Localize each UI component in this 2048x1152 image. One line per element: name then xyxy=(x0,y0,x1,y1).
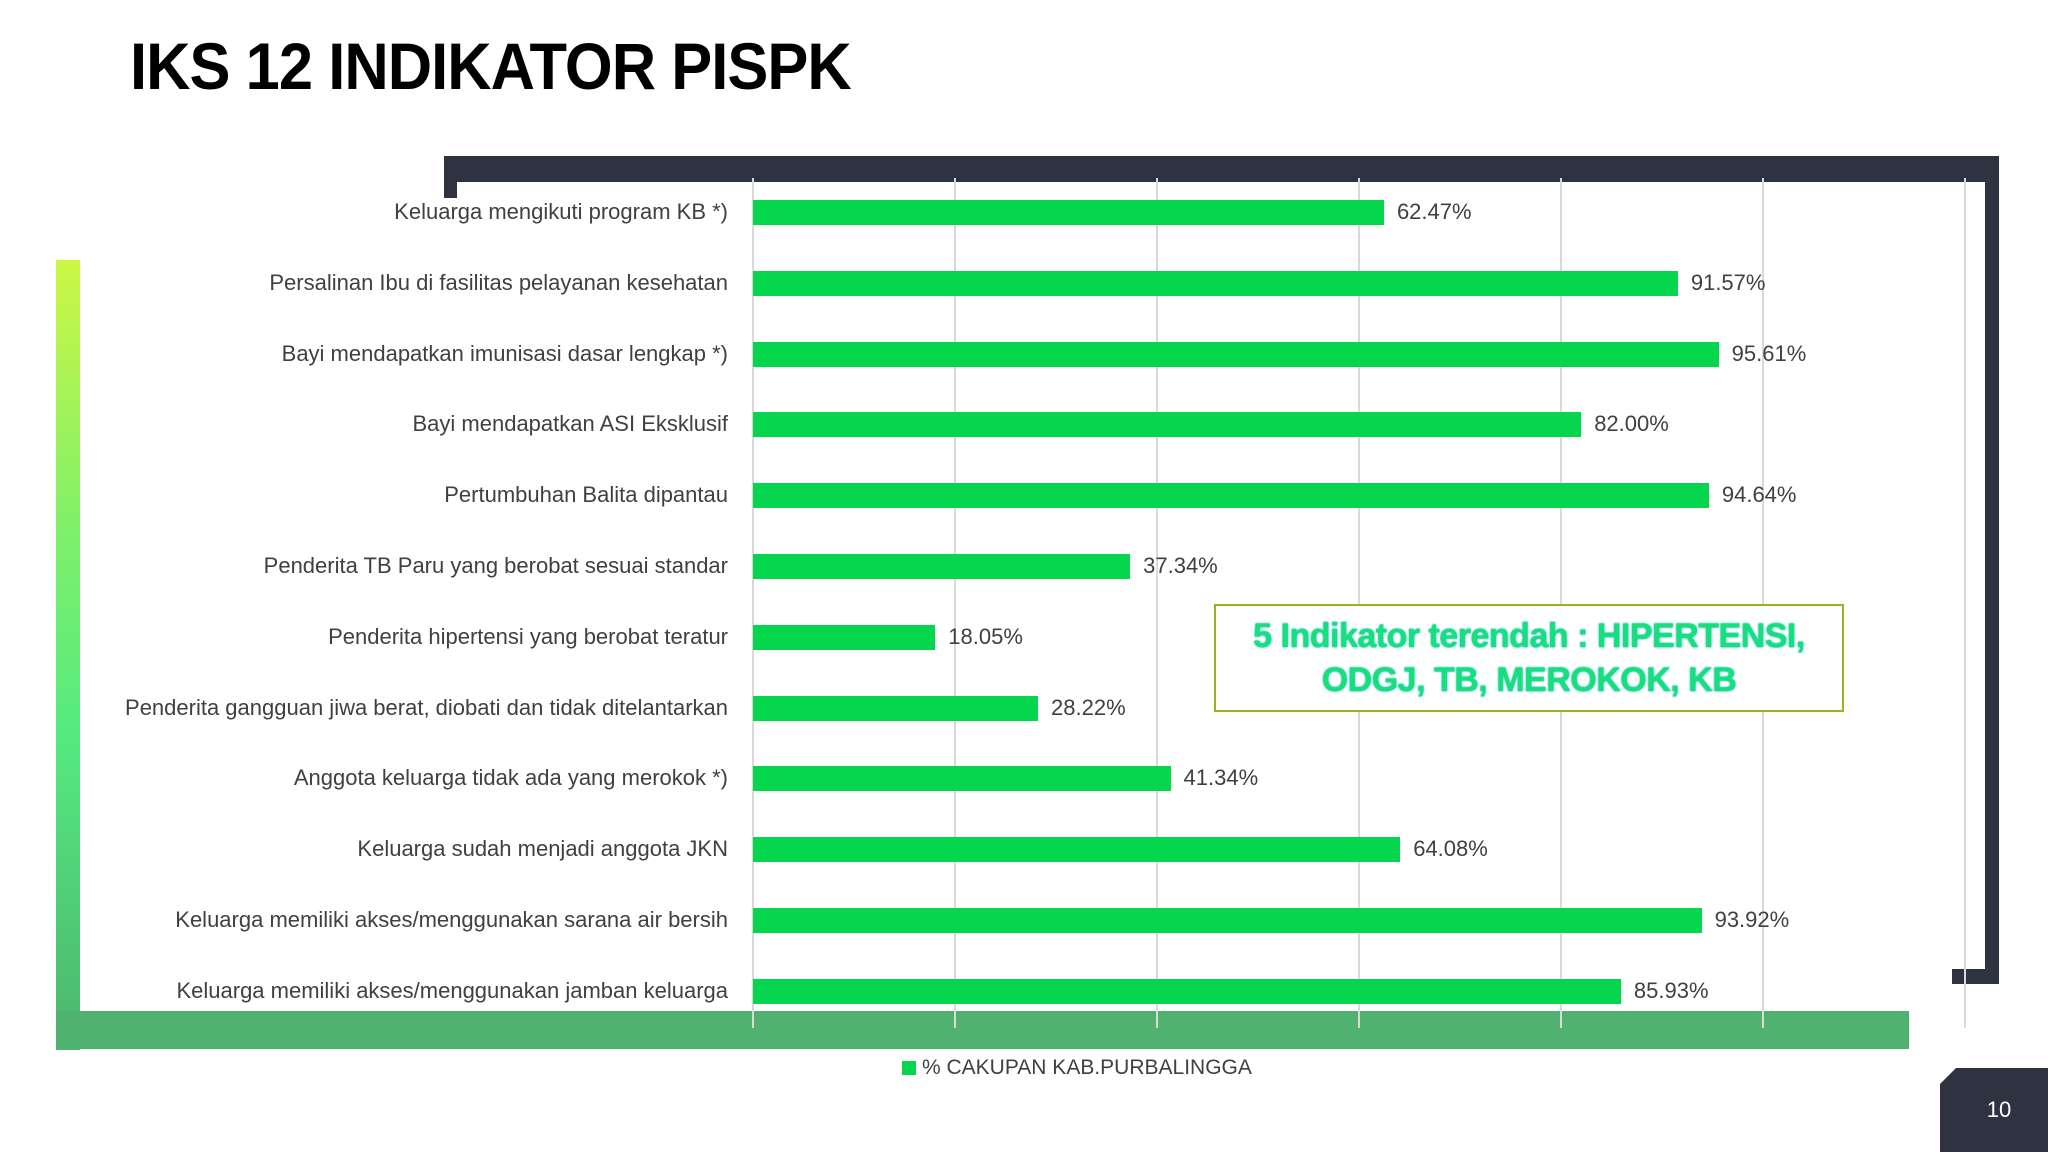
data-bar xyxy=(753,200,1384,225)
data-value-label: 28.22% xyxy=(1051,694,1126,720)
category-label: Pertumbuhan Balita dipantau xyxy=(444,482,728,508)
chart-row: Bayi mendapatkan ASI Eksklusif 82.00% xyxy=(0,394,2048,454)
category-label: Bayi mendapatkan imunisasi dasar lengkap… xyxy=(281,340,728,366)
data-value-label: 93.92% xyxy=(1714,907,1790,932)
category-label: Keluarga mengikuti program KB *) xyxy=(394,199,728,224)
chart-row: Penderita TB Paru yang berobat sesuai st… xyxy=(0,536,2048,596)
data-bar xyxy=(753,412,1582,438)
data-bar xyxy=(753,270,1678,296)
chart-row: Pertumbuhan Balita dipantau 94.64% xyxy=(0,465,2048,525)
chart-legend: % CAKUPAN KAB.PURBALINGGA xyxy=(902,1056,1252,1080)
callout-line-1: 5 Indikator terendah : HIPERTENSI, xyxy=(1253,617,1805,655)
gridline xyxy=(1156,178,1158,1028)
chart-row: Keluarga mengikuti program KB *) 62.47% xyxy=(0,182,2048,242)
gridline xyxy=(1358,178,1360,1028)
callout-line-2: ODGJ, TB, MEROKOK, KB xyxy=(1321,661,1737,699)
data-value-label: 82.00% xyxy=(1594,411,1669,437)
decorative-green-bracket-bottom xyxy=(56,1011,1909,1049)
lowest-indicators-callout: 5 Indikator terendah : HIPERTENSI, ODGJ,… xyxy=(1214,604,1844,712)
data-bar xyxy=(753,554,1131,579)
data-bar xyxy=(753,837,1401,863)
chart-row: Penderita hipertensi yang berobat teratu… xyxy=(0,607,2048,667)
gridline xyxy=(1560,178,1562,1028)
chart-row: Persalinan Ibu di fasilitas pelayanan ke… xyxy=(0,253,2048,313)
data-value-label: 91.57% xyxy=(1690,269,1766,295)
data-bar xyxy=(753,978,1621,1004)
chart-row: Penderita gangguan jiwa berat, diobati d… xyxy=(0,678,2048,738)
data-value-label: 37.34% xyxy=(1143,553,1218,578)
data-bar xyxy=(753,908,1702,933)
data-value-label: 95.61% xyxy=(1731,340,1807,366)
data-value-label: 94.64% xyxy=(1721,482,1797,508)
data-bar xyxy=(753,695,1039,721)
decorative-dark-frame-right xyxy=(1985,156,1999,984)
data-value-label: 62.47% xyxy=(1396,199,1472,224)
chart-row: Keluarga memiliki akses/menggunakan jamb… xyxy=(0,961,2048,1021)
gridline xyxy=(1762,178,1764,1028)
gridline xyxy=(1964,178,1966,1028)
data-value-label: 18.05% xyxy=(948,623,1023,649)
data-bar xyxy=(753,624,936,650)
data-value-label: 41.34% xyxy=(1183,765,1259,791)
category-label: Keluarga memiliki akses/menggunakan sara… xyxy=(175,907,728,932)
legend-label: % CAKUPAN KAB.PURBALINGGA xyxy=(922,1056,1252,1079)
category-label: Persalinan Ibu di fasilitas pelayanan ke… xyxy=(269,269,728,295)
chart-row: Anggota keluarga tidak ada yang merokok … xyxy=(0,748,2048,808)
data-value-label: 64.08% xyxy=(1413,836,1488,862)
category-label: Penderita gangguan jiwa berat, diobati d… xyxy=(125,694,728,720)
gridline xyxy=(752,178,754,1028)
decorative-dark-frame-top xyxy=(444,156,1998,182)
category-label: Keluarga sudah menjadi anggota JKN xyxy=(357,836,728,862)
gridline xyxy=(954,178,956,1028)
category-label: Bayi mendapatkan ASI Eksklusif xyxy=(412,411,729,437)
category-label: Penderita hipertensi yang berobat teratu… xyxy=(328,623,728,649)
decorative-dark-frame-foot xyxy=(1952,969,1999,984)
data-bar xyxy=(753,483,1709,509)
chart-row: Keluarga sudah menjadi anggota JKN 64.08% xyxy=(0,819,2048,879)
data-bar xyxy=(753,341,1719,367)
chart-row: Bayi mendapatkan imunisasi dasar lengkap… xyxy=(0,324,2048,384)
decorative-dark-frame-left-tab xyxy=(444,156,457,198)
category-label: Anggota keluarga tidak ada yang merokok … xyxy=(293,765,728,791)
data-bar xyxy=(753,766,1171,792)
category-label: Penderita TB Paru yang berobat sesuai st… xyxy=(263,553,728,578)
category-label: Keluarga memiliki akses/menggunakan jamb… xyxy=(176,977,728,1003)
chart-row: Keluarga memiliki akses/menggunakan sara… xyxy=(0,890,2048,950)
page-title: IKS 12 INDIKATOR PISPK xyxy=(130,29,852,103)
legend-swatch-icon xyxy=(902,1061,916,1075)
page-number: 10 xyxy=(1940,1068,2048,1152)
decorative-green-bracket-left xyxy=(56,260,80,1050)
data-value-label: 85.93% xyxy=(1633,977,1709,1003)
